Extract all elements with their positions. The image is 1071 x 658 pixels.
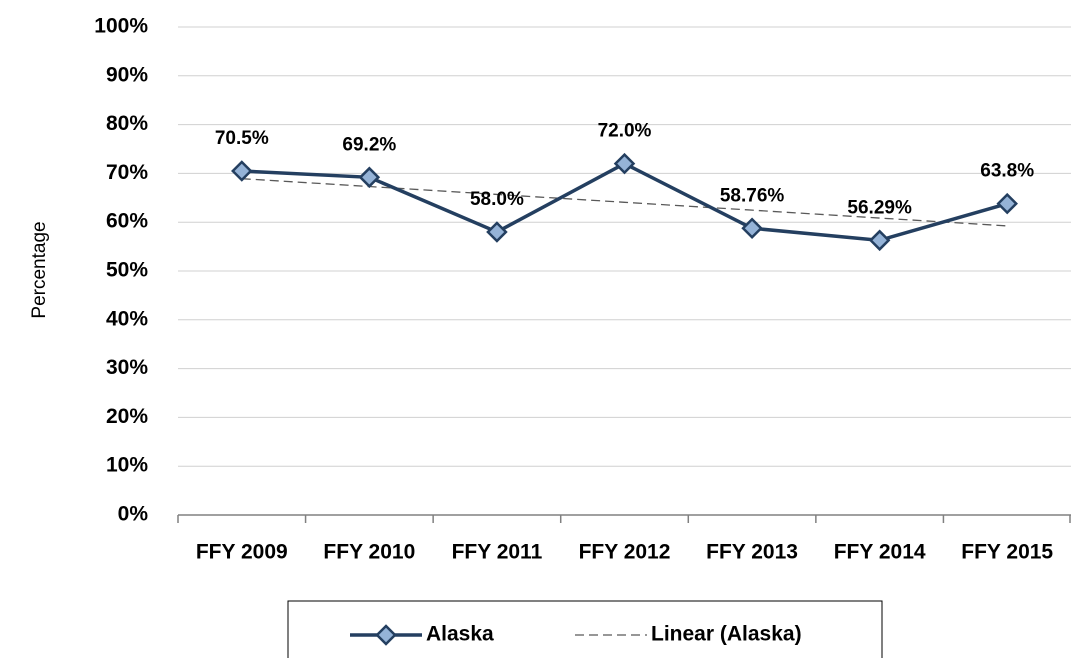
data-label: 58.76% (720, 185, 785, 206)
data-label: 72.0% (598, 121, 652, 142)
y-tick-label: 10% (106, 454, 148, 477)
x-tick-label: FFY 2012 (579, 541, 671, 564)
x-tick-label: FFY 2014 (834, 541, 926, 564)
legend-label: Alaska (426, 623, 494, 646)
x-tick-label: FFY 2011 (452, 541, 543, 564)
y-tick-label: 30% (106, 356, 148, 379)
x-tick-label: FFY 2013 (706, 541, 798, 564)
point-marker (358, 166, 381, 189)
data-label: 70.5% (215, 128, 269, 149)
y-tick-label: 90% (106, 63, 148, 86)
y-tick-label: 100% (94, 15, 148, 38)
data-label: 58.0% (470, 189, 524, 210)
point-marker (613, 152, 636, 175)
point-marker (868, 229, 891, 252)
point-marker (996, 192, 1018, 215)
y-tick-label: 20% (106, 405, 148, 428)
data-label: 69.2% (342, 134, 396, 155)
point-marker (231, 160, 253, 182)
point-marker (486, 221, 508, 243)
y-tick-label: 60% (106, 210, 148, 233)
x-tick-label: FFY 2015 (961, 541, 1053, 564)
y-tick-label: 40% (106, 307, 148, 330)
y-tick-label: 70% (106, 161, 148, 184)
x-tick-label: FFY 2010 (323, 541, 415, 564)
y-tick-label: 50% (106, 259, 148, 282)
data-label: 63.8% (980, 161, 1034, 182)
y-tick-label: 80% (106, 112, 148, 135)
y-axis-label: Percentage (29, 221, 50, 318)
data-label: 56.29% (847, 197, 912, 218)
point-marker (741, 217, 763, 240)
legend-label: Linear (Alaska) (651, 623, 802, 646)
y-tick-label: 0% (118, 503, 149, 526)
legend-marker (375, 624, 397, 646)
x-tick-label: FFY 2009 (196, 541, 288, 564)
